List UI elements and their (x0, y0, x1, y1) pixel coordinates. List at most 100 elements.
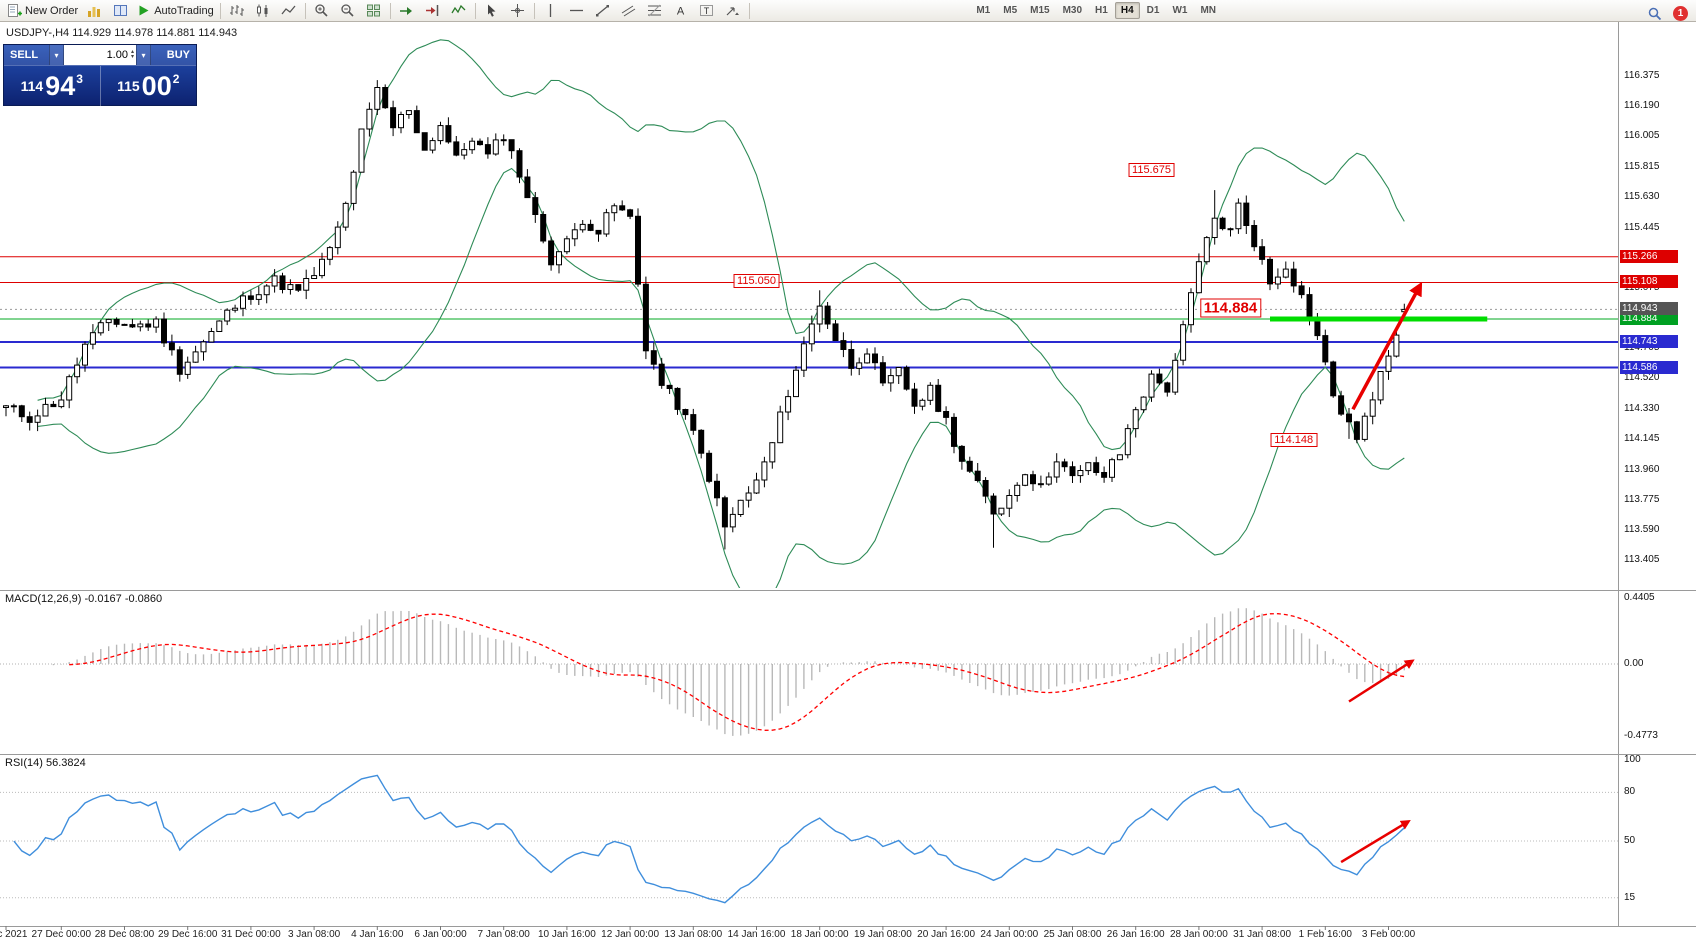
candle-series (3, 80, 1408, 550)
shapes-button[interactable] (720, 0, 746, 21)
chart-shift-button[interactable] (420, 0, 446, 21)
crosshair-icon (510, 3, 525, 18)
svg-text:T: T (704, 6, 710, 16)
one-click-trading-panel: SELL ▾ 1.00 ▴ ▾ ▾ BUY 114 94 3 115 00 2 (3, 44, 197, 106)
label-button[interactable]: T (694, 0, 720, 21)
candlestick-chart-button[interactable] (250, 0, 276, 21)
horizontal-line-button[interactable] (564, 0, 590, 21)
crosshair-button[interactable] (505, 0, 531, 21)
bollinger-lower (37, 167, 1405, 588)
toolbar-separator (474, 2, 476, 19)
line-chart-icon (281, 3, 296, 18)
toolbar-separator (219, 2, 221, 19)
timeframe-button-m1[interactable]: M1 (976, 5, 991, 16)
timeframe-button-d1[interactable]: D1 (1146, 5, 1160, 16)
bar-chart-icon (229, 3, 245, 18)
macd-arrow (1348, 659, 1415, 703)
volume-value: 1.00 (106, 49, 128, 61)
tile-windows-button[interactable] (361, 0, 387, 21)
trendline-icon (595, 3, 610, 18)
new-order-button[interactable]: New Order (4, 0, 81, 21)
text-icon: A (673, 3, 688, 18)
zoom-in-button[interactable] (309, 0, 335, 21)
notification-badge[interactable]: 1 (1673, 6, 1688, 21)
timeframe-button-m15[interactable]: M15 (1030, 5, 1050, 16)
new-chart-icon (87, 3, 102, 18)
volume-input[interactable]: 1.00 ▴ ▾ (64, 45, 136, 65)
buy-label[interactable]: BUY (151, 45, 196, 65)
rsi-name: RSI(14) (5, 757, 43, 769)
toolbar: New Order AutoTrading A T M1 M5 M15 M30 H1 H4 D1 W1… (0, 0, 1696, 22)
new-chart-button[interactable] (81, 0, 107, 21)
volume-spinner[interactable]: ▴ ▾ (130, 49, 134, 60)
svg-text:A: A (677, 6, 685, 18)
search-icon (1647, 6, 1662, 21)
horizontal-line-icon (569, 3, 584, 18)
candlestick-chart-icon (255, 3, 270, 18)
macd-histogram (52, 608, 1406, 736)
tile-windows-icon (366, 3, 381, 18)
vertical-line-icon (543, 3, 558, 18)
indicators-icon (451, 3, 466, 18)
macd-values: -0.0167 -0.0860 (84, 593, 163, 605)
channel-icon (621, 3, 636, 18)
toolbar-separator (304, 2, 306, 19)
bollinger-upper (37, 39, 1405, 451)
timeframe-button-m30[interactable]: M30 (1062, 5, 1083, 16)
sell-button[interactable]: 114 94 3 (20, 70, 83, 101)
toolbar-separator (533, 2, 535, 19)
autotrading-icon (136, 3, 151, 18)
macd-signal-line (69, 613, 1405, 731)
cursor-icon (484, 3, 499, 18)
timeframe-button-mn[interactable]: MN (1200, 5, 1216, 16)
indicators-button[interactable] (446, 0, 472, 21)
main-arrow (1351, 281, 1423, 411)
bar-chart-button[interactable] (224, 0, 250, 21)
shapes-icon (725, 3, 740, 18)
label-icon: T (699, 3, 714, 18)
rsi-value: 56.3824 (45, 757, 86, 769)
rsi-label: RSI(14) 56.3824 (5, 757, 86, 769)
toolbar-separator (748, 2, 750, 19)
fibonacci-button[interactable] (642, 0, 668, 21)
timeframe-button-w1[interactable]: W1 (1172, 5, 1188, 16)
timeframe-button-h1[interactable]: H1 (1095, 5, 1108, 16)
macd-name: MACD(12,26,9) (5, 593, 82, 605)
vertical-line-button[interactable] (538, 0, 564, 21)
sell-label[interactable]: SELL (4, 45, 49, 65)
text-button[interactable]: A (668, 0, 694, 21)
chart-title: USDJPY-,H4 114.929 114.978 114.881 114.9… (6, 27, 238, 39)
zoom-in-icon (314, 3, 329, 18)
autotrading-button[interactable]: AutoTrading (133, 0, 217, 21)
buy-dropdown-icon[interactable]: ▾ (136, 45, 151, 65)
rsi-arrow (1340, 820, 1411, 864)
timeframe-group: M1 M5 M15 M30 H1 H4 D1 W1 MN (970, 2, 1222, 19)
zoom-out-icon (340, 3, 355, 18)
toolbar-separator (389, 2, 391, 19)
toolbar-right: 1 (1641, 3, 1688, 24)
panel-divider (99, 66, 101, 106)
rsi-line (13, 774, 1405, 904)
profiles-button[interactable] (107, 0, 133, 21)
cursor-button[interactable] (479, 0, 505, 21)
channel-button[interactable] (616, 0, 642, 21)
chart-shift-icon (425, 3, 440, 18)
macd-label: MACD(12,26,9) -0.0167 -0.0860 (5, 593, 162, 605)
zoom-out-button[interactable] (335, 0, 361, 21)
profiles-icon (113, 3, 128, 18)
new-order-icon (7, 3, 22, 18)
timeframe-button-h4[interactable]: H4 (1114, 2, 1140, 19)
new-order-button-label: New Order (25, 4, 79, 17)
timeframe-button-m5[interactable]: M5 (1003, 5, 1018, 16)
trendline-button[interactable] (590, 0, 616, 21)
sell-dropdown-icon[interactable]: ▾ (49, 45, 64, 65)
search-button[interactable] (1641, 3, 1667, 24)
line-chart-button[interactable] (276, 0, 302, 21)
fibonacci-icon (647, 3, 662, 18)
buy-button[interactable]: 115 00 2 (117, 70, 180, 101)
auto-scroll-button[interactable] (394, 0, 420, 21)
auto-scroll-icon (399, 3, 414, 18)
autotrading-button-label: AutoTrading (154, 4, 214, 17)
